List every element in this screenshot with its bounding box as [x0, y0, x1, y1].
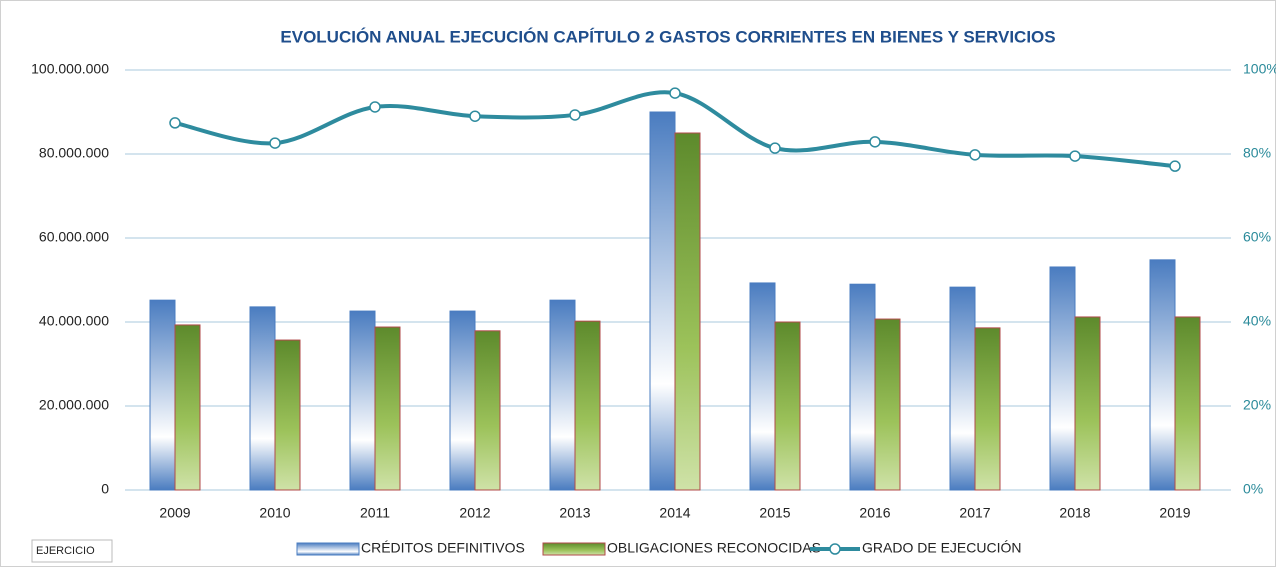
- x-axis-label[interactable]: EJERCICIO: [36, 545, 95, 557]
- y2-tick-label: 100%: [1243, 61, 1276, 77]
- line-marker: [669, 87, 681, 99]
- bar: [1049, 266, 1076, 491]
- bar: [1174, 316, 1201, 491]
- bar: [1074, 316, 1101, 491]
- legend-swatch: [542, 542, 606, 556]
- line-marker: [369, 101, 381, 113]
- line-marker: [1169, 160, 1181, 172]
- line-marker: [969, 149, 981, 161]
- y-tick-label: 0: [101, 481, 109, 497]
- x-tick-label: 2009: [159, 505, 190, 521]
- line-marker: [169, 117, 181, 129]
- bar: [574, 320, 601, 491]
- line-marker: [769, 142, 781, 154]
- y2-tick-label: 40%: [1243, 313, 1271, 329]
- bar: [649, 111, 676, 491]
- line-marker: [569, 109, 581, 121]
- legend-label: CRÉDITOS DEFINITIVOS: [361, 540, 525, 556]
- x-tick-label: 2015: [759, 505, 790, 521]
- x-tick-label: 2011: [360, 505, 390, 521]
- bar: [874, 318, 901, 491]
- bar: [549, 299, 576, 491]
- y-tick-label: 20.000.000: [39, 397, 109, 413]
- bar: [149, 299, 176, 491]
- bar: [674, 132, 701, 491]
- y2-tick-label: 0%: [1243, 481, 1263, 497]
- field-button[interactable]: [31, 539, 113, 563]
- bar: [949, 286, 976, 491]
- legend-swatch: [296, 542, 360, 556]
- bar: [374, 326, 401, 491]
- bar: [749, 282, 776, 491]
- chart-title: EVOLUCIÓN ANUAL EJECUCIÓN CAPÍTULO 2 GAS…: [280, 27, 1055, 46]
- y2-tick-label: 20%: [1243, 397, 1271, 413]
- x-tick-label: 2017: [959, 505, 990, 521]
- y2-tick-label: 80%: [1243, 145, 1271, 161]
- y2-tick-label: 60%: [1243, 229, 1271, 245]
- x-tick-label: 2014: [659, 505, 690, 521]
- line-marker: [469, 110, 481, 122]
- bar: [774, 321, 801, 491]
- legend-label: GRADO DE EJECUCIÓN: [862, 540, 1021, 556]
- bar: [474, 330, 501, 491]
- bar: [249, 306, 276, 491]
- bar: [174, 324, 201, 491]
- x-tick-label: 2010: [259, 505, 290, 521]
- y-tick-label: 80.000.000: [39, 145, 109, 161]
- legend-marker: [829, 543, 841, 555]
- bar: [849, 283, 876, 491]
- legend-label: OBLIGACIONES RECONOCIDAS: [607, 540, 821, 556]
- x-tick-label: 2018: [1059, 505, 1090, 521]
- x-tick-label: 2013: [559, 505, 590, 521]
- bar: [974, 327, 1001, 491]
- bar: [449, 310, 476, 491]
- y-tick-label: 100.000.000: [31, 61, 109, 77]
- line-marker: [1069, 150, 1081, 162]
- x-tick-label: 2012: [459, 505, 490, 521]
- y-tick-label: 40.000.000: [39, 313, 109, 329]
- bar: [1149, 259, 1176, 491]
- x-tick-label: 2019: [1159, 505, 1190, 521]
- y-tick-label: 60.000.000: [39, 229, 109, 245]
- line-marker: [269, 137, 281, 149]
- bar: [274, 339, 301, 491]
- x-tick-label: 2016: [859, 505, 890, 521]
- line-marker: [869, 136, 881, 148]
- bar: [349, 310, 376, 491]
